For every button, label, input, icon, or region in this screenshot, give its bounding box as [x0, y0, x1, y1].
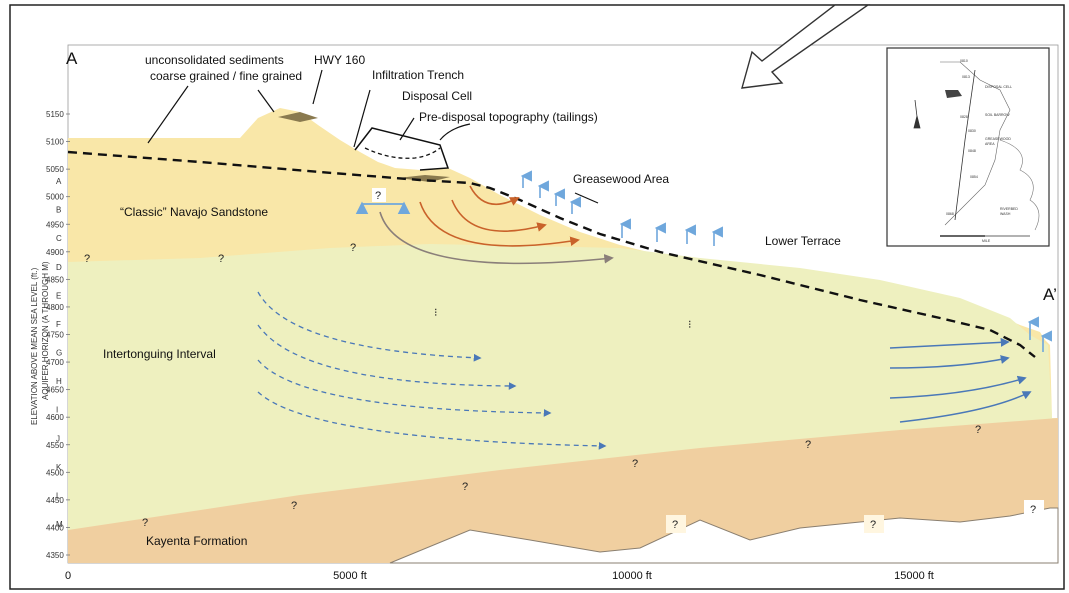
svg-text:?: ?: [672, 519, 678, 531]
flow-arrow-orange-2: [451, 199, 547, 232]
predisposal-topography: [364, 147, 441, 159]
location-pointer-arrow: [741, 4, 871, 89]
svg-text:AREA: AREA: [985, 142, 995, 146]
elevation-tick-label: 4900: [46, 248, 64, 257]
horizon-letter: L: [56, 491, 61, 500]
elevation-tick-label: 4400: [46, 523, 64, 532]
elevation-tick-label: 4850: [46, 275, 64, 284]
svg-text:GREASEWOOD: GREASEWOOD: [985, 137, 1011, 141]
hwy-callout: HWY 160: [314, 53, 365, 67]
svg-text:MILE: MILE: [982, 239, 991, 243]
elevation-tick-label: 4600: [46, 413, 64, 422]
hill-lens: [278, 112, 318, 122]
horizon-letter: G: [56, 349, 62, 358]
elevation-tick-label: 4750: [46, 331, 64, 340]
intertonguing-label: Intertonguing Interval: [103, 347, 216, 361]
svg-text:?: ?: [218, 253, 224, 265]
svg-text:?: ?: [805, 439, 811, 451]
distance-tick-label: 15000 ft: [894, 570, 934, 582]
distance-tick-label: 0: [65, 570, 71, 582]
elevation-tick-label: 4550: [46, 441, 64, 450]
svg-text:0828: 0828: [960, 115, 968, 119]
elevation-tick-label: 4500: [46, 468, 64, 477]
distance-tick-label: 5000 ft: [333, 570, 367, 582]
svg-text:0813: 0813: [962, 75, 970, 79]
elevation-tick-label: 5000: [46, 193, 64, 202]
svg-text:0810: 0810: [960, 59, 968, 63]
svg-text:0848: 0848: [968, 149, 976, 153]
svg-text:?: ?: [632, 458, 638, 470]
horizon-letter: H: [56, 377, 62, 386]
unknown-markers: ? ? ? ? ? ? ? ? ? ? ? ? ?: [84, 188, 1044, 533]
section-start-label: A: [66, 49, 78, 68]
svg-text:?: ?: [462, 481, 468, 493]
bottom-bedrock-outline: [389, 507, 1059, 564]
terminal-flow-arrows: [889, 337, 1032, 423]
distance-tick-label: 10000 ft: [612, 570, 652, 582]
svg-text:?: ?: [84, 253, 90, 265]
kayenta-label: Kayenta Formation: [146, 534, 247, 548]
elevation-tick-label: 4950: [46, 220, 64, 229]
cell-callout: Disposal Cell: [402, 89, 472, 103]
water-table-line: [67, 150, 1036, 358]
navajo-label: “Classic” Navajo Sandstone: [120, 205, 268, 219]
predisposal-callout: Pre-disposal topography (tailings): [419, 110, 598, 124]
elevation-tick-label: 5100: [46, 138, 64, 147]
horizon-letter: B: [56, 206, 61, 215]
svg-text:?: ?: [1030, 504, 1036, 516]
horizon-letter: A: [56, 177, 62, 186]
elevation-tick-label: 5150: [46, 110, 64, 119]
flow-arrow-orange-1: [469, 185, 520, 206]
elevation-tick-label: 5050: [46, 165, 64, 174]
svg-text:?: ?: [291, 500, 297, 512]
svg-text:RIVERBED: RIVERBED: [1000, 207, 1018, 211]
horizon-letter: J: [56, 434, 60, 443]
svg-text:0830: 0830: [968, 129, 976, 133]
horizon-letter: C: [56, 234, 62, 243]
horizon-letter: K: [56, 463, 62, 472]
upward-discharge-arrows: [520, 170, 1052, 352]
flow-arrow-orange-3: [419, 201, 580, 247]
trench-callout: Infiltration Trench: [372, 68, 464, 82]
horizon-letter: I: [56, 406, 58, 415]
disposal-cell-outline: [354, 127, 450, 171]
section-end-label: A’: [1043, 285, 1057, 304]
trench-lens: [398, 175, 450, 182]
svg-text:WASH: WASH: [1000, 212, 1011, 216]
elevation-tick-label: 4650: [46, 386, 64, 395]
distance-axis: 0 5000 ft 10000 ft 15000 ft: [65, 570, 934, 582]
greasewood-callout: Greasewood Area: [573, 172, 669, 186]
flow-arrow-orange-4: [379, 211, 614, 265]
horizon-letter: E: [56, 291, 61, 300]
elevation-axis: 5150 5100 5050 5000 4950 4900 4850 4800 4750 4700…: [46, 110, 70, 560]
horizon-letter: M: [56, 520, 63, 529]
inset-location-map: 0810 0813 0828 0830 0848 0854 0868 DISPO…: [886, 47, 1050, 247]
sediments-callout-line1: unconsolidated sediments: [145, 53, 284, 67]
dotted-marker-1: ⁝: [434, 307, 438, 319]
elevation-tick-label: 4800: [46, 303, 64, 312]
intertonguing-flow-arrows: [257, 291, 607, 450]
lower-terrace-callout: Lower Terrace: [765, 234, 841, 248]
elevation-tick-label: 4350: [46, 551, 64, 560]
svg-text:?: ?: [142, 517, 148, 529]
callout-leaders: [147, 69, 599, 204]
svg-text:0868: 0868: [946, 212, 954, 216]
ylabel-elevation: ELEVATION ABOVE MEAN SEA LEVEL (ft.): [30, 267, 39, 425]
dotted-marker-2: ⁝: [688, 319, 692, 331]
svg-text:0854: 0854: [970, 175, 978, 179]
svg-text:DISPOSAL CELL: DISPOSAL CELL: [985, 85, 1012, 89]
horizon-letter: D: [56, 263, 62, 272]
elevation-tick-label: 4700: [46, 358, 64, 367]
svg-text:?: ?: [975, 424, 981, 436]
horizon-axis: A B C D E F G H I J K L M: [56, 177, 63, 529]
sediments-callout-line2: coarse grained / fine grained: [150, 69, 302, 83]
svg-text:?: ?: [350, 242, 356, 254]
ylabel-horizon: AQUIFER HORIZON (A THROUGH M): [41, 261, 50, 400]
svg-text:?: ?: [375, 190, 381, 202]
svg-text:SOIL BARROW: SOIL BARROW: [985, 113, 1010, 117]
svg-text:?: ?: [870, 519, 876, 531]
horizon-letter: F: [56, 320, 61, 329]
elevation-tick-label: 4450: [46, 496, 64, 505]
